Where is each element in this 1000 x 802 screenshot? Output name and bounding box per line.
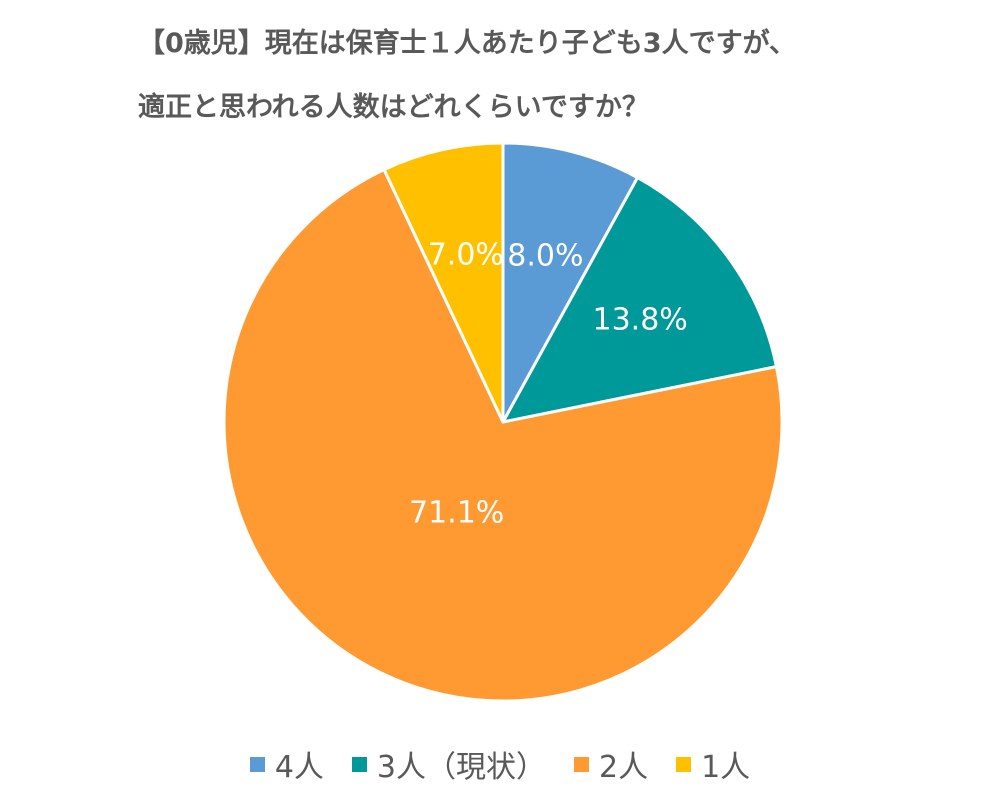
pie-slice-4-people — [501, 141, 640, 423]
chart-title-line-1: 【0歳児】現在は保育士１人あたり子ども3人ですが、 — [138, 28, 797, 59]
data-label-3-people現状: 13.8% — [592, 303, 687, 338]
legend-label-2-people: 2人 — [599, 750, 649, 785]
legend-item-1-person: 1人 — [676, 742, 750, 786]
pie-slice-3-people現状 — [500, 175, 779, 425]
legend: 4人 3人（現状） 2人 1人 — [0, 742, 1000, 786]
legend-item-3-people-current: 3人（現状） — [351, 742, 546, 786]
legend-label-4-people: 4人 — [274, 750, 324, 785]
legend-label-1-person: 1人 — [701, 750, 751, 785]
pie-slice-2-people — [222, 167, 784, 703]
legend-swatch-4-people — [249, 756, 265, 772]
pie-slice-1-people — [382, 141, 505, 423]
legend-item-4-people: 4人 — [249, 742, 324, 786]
data-label-1-people: 7.0% — [428, 237, 504, 272]
chart-title-line-2: 適正と思われる人数はどれくらいですか？ — [138, 92, 649, 123]
legend-swatch-3-people-current — [351, 756, 367, 772]
chart-title: 【0歳児】現在は保育士１人あたり子ども3人ですが、 適正と思われる人数はどれくら… — [138, 12, 978, 140]
legend-item-2-people: 2人 — [574, 742, 648, 786]
legend-swatch-2-people — [574, 756, 589, 772]
data-label-4-people: 8.0% — [507, 239, 583, 274]
legend-swatch-1-person — [676, 756, 692, 772]
data-label-2-people: 71.1% — [409, 496, 504, 531]
legend-label-3-people-current: 3人（現状） — [376, 750, 546, 785]
